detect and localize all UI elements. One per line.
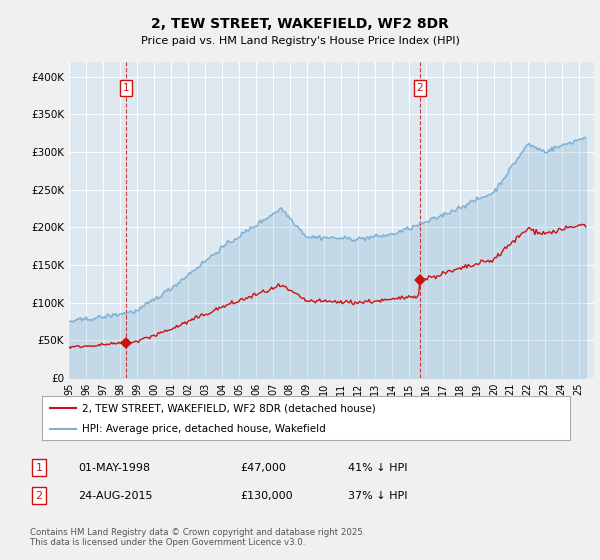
Text: 37% ↓ HPI: 37% ↓ HPI: [348, 491, 407, 501]
Text: Price paid vs. HM Land Registry's House Price Index (HPI): Price paid vs. HM Land Registry's House …: [140, 36, 460, 46]
Text: £47,000: £47,000: [240, 463, 286, 473]
Text: 41% ↓ HPI: 41% ↓ HPI: [348, 463, 407, 473]
Text: 2: 2: [35, 491, 43, 501]
Text: 01-MAY-1998: 01-MAY-1998: [78, 463, 150, 473]
Text: 1: 1: [35, 463, 43, 473]
Text: 24-AUG-2015: 24-AUG-2015: [78, 491, 152, 501]
Text: 2, TEW STREET, WAKEFIELD, WF2 8DR (detached house): 2, TEW STREET, WAKEFIELD, WF2 8DR (detac…: [82, 403, 376, 413]
Text: 2, TEW STREET, WAKEFIELD, WF2 8DR: 2, TEW STREET, WAKEFIELD, WF2 8DR: [151, 17, 449, 31]
Text: £130,000: £130,000: [240, 491, 293, 501]
Text: 2: 2: [416, 83, 423, 93]
Text: HPI: Average price, detached house, Wakefield: HPI: Average price, detached house, Wake…: [82, 424, 325, 433]
Text: Contains HM Land Registry data © Crown copyright and database right 2025.
This d: Contains HM Land Registry data © Crown c…: [30, 528, 365, 547]
Text: 1: 1: [122, 83, 129, 93]
